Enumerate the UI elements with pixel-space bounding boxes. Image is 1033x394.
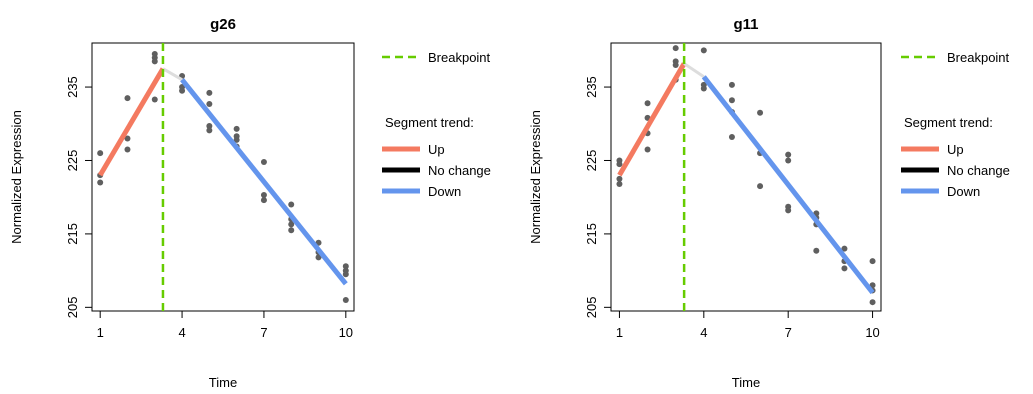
data-point [288, 221, 295, 228]
data-point [757, 183, 764, 190]
x-tick-label: 1 [97, 325, 104, 340]
data-point [813, 247, 820, 254]
segment-up [98, 67, 166, 177]
legend-trend-title: Segment trend: [904, 115, 993, 130]
data-point [785, 207, 792, 214]
data-point [342, 296, 349, 303]
legend-label-up: Up [428, 142, 445, 157]
chart-title: g11 [733, 16, 758, 33]
segment-connector [162, 67, 183, 82]
data-point [672, 62, 679, 69]
y-tick-label: 215 [584, 223, 599, 245]
x-tick-label: 1 [616, 325, 623, 340]
data-point [97, 150, 104, 157]
x-axis-label: Time [209, 375, 237, 390]
data-point [841, 265, 848, 272]
data-point [644, 100, 651, 107]
data-point [233, 136, 240, 143]
data-point [206, 122, 213, 129]
x-axis-label: Time [732, 375, 760, 390]
data-point [151, 96, 158, 103]
data-point [616, 161, 623, 168]
legend-breakpoint-label: Breakpoint [428, 50, 491, 65]
data-point [206, 127, 213, 134]
data-point [728, 81, 735, 88]
data-point [124, 146, 131, 153]
x-tick-label: 4 [178, 325, 185, 340]
x-tick-label: 4 [700, 325, 707, 340]
data-point [260, 197, 267, 204]
data-point [288, 201, 295, 208]
data-point [342, 271, 349, 278]
data-point [841, 245, 848, 252]
x-tick-label: 7 [260, 325, 267, 340]
data-point [728, 133, 735, 140]
legend-label-down: Down [428, 184, 461, 199]
y-tick-label: 235 [584, 76, 599, 98]
y-tick-label: 205 [584, 296, 599, 318]
plot-frame [91, 42, 355, 312]
data-point [785, 151, 792, 158]
legend-label-up: Up [947, 142, 964, 157]
data-point [206, 100, 213, 107]
y-tick-label: 215 [65, 223, 80, 245]
y-tick-label: 235 [65, 76, 80, 98]
data-point [644, 146, 651, 153]
legend-label-down: Down [947, 184, 980, 199]
data-point [151, 58, 158, 65]
data-point [260, 158, 267, 165]
data-point [124, 135, 131, 142]
chart-panel-g11: g11 1 4 7 10 205 215 225 235 Time Normalized Expre… [528, 16, 1010, 390]
y-tick-label: 205 [65, 296, 80, 318]
data-point [260, 191, 267, 198]
segment-up [617, 62, 687, 177]
chart-panel-g26: g26 1 4 7 10 205 215 225 235 Time Normalized Expre… [9, 16, 491, 390]
data-point [700, 85, 707, 92]
data-point [616, 175, 623, 182]
legend-breakpoint-label: Breakpoint [947, 50, 1010, 65]
segment-down [701, 75, 875, 295]
chart-title: g26 [210, 16, 236, 33]
plot-frame [610, 42, 882, 312]
data-point [97, 179, 104, 186]
x-tick-label: 10 [865, 325, 879, 340]
data-point [206, 89, 213, 96]
data-point [233, 125, 240, 132]
data-point [869, 258, 876, 265]
data-point [728, 97, 735, 104]
x-tick-label: 7 [785, 325, 792, 340]
y-tick-label: 225 [584, 150, 599, 172]
data-point [785, 157, 792, 164]
y-axis-label: Normalized Expression [9, 110, 24, 244]
data-point [616, 180, 623, 187]
legend-label-no-change: No change [428, 163, 491, 178]
data-point [288, 227, 295, 234]
data-point [700, 47, 707, 54]
data-point [672, 45, 679, 52]
segment-connector [683, 62, 705, 79]
legend-label-no-change: No change [947, 163, 1010, 178]
data-point [179, 87, 186, 94]
y-axis-label: Normalized Expression [528, 110, 543, 244]
data-point [869, 299, 876, 306]
y-tick-label: 225 [65, 150, 80, 172]
data-point [342, 263, 349, 270]
legend-trend-title: Segment trend: [385, 115, 474, 130]
data-point [757, 109, 764, 116]
data-point [124, 95, 131, 102]
data-point [315, 254, 322, 261]
x-tick-label: 10 [339, 325, 353, 340]
segment-down [180, 78, 348, 286]
